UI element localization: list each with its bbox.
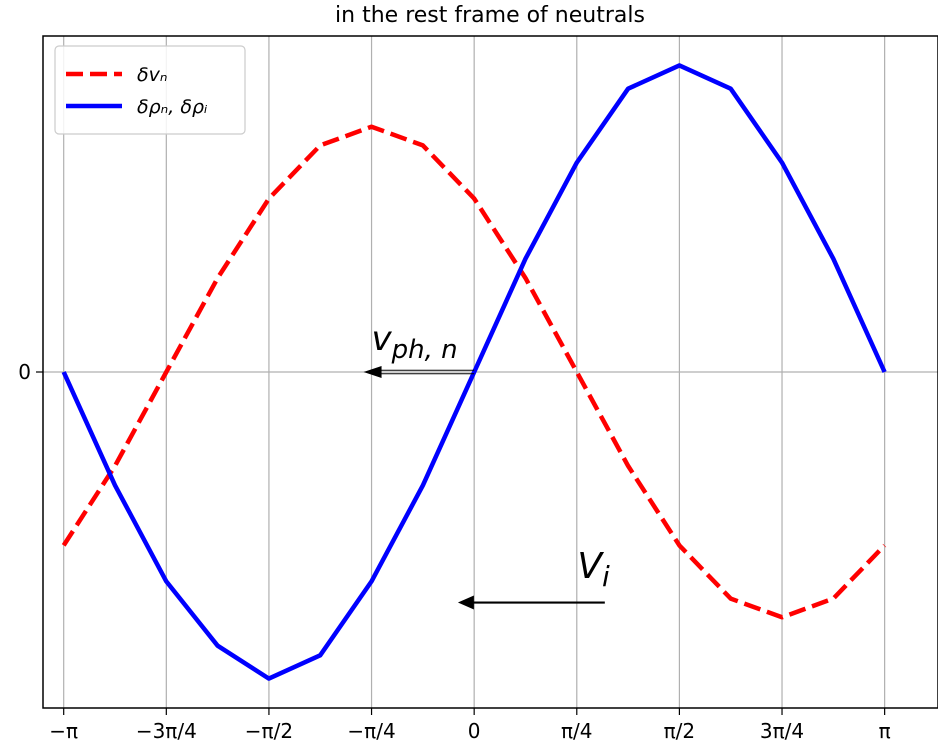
x-tick-label: 3π/4 [760, 719, 804, 743]
annotation-layer: vph, n Vi [363, 319, 610, 610]
x-tick-label: π/4 [561, 719, 593, 743]
legend: δvₙ δρₙ, δρᵢ [54, 45, 246, 135]
chart-title: in the rest frame of neutrals [335, 3, 645, 28]
tick-layer: −π −3π/4 −π/2 −π/4 0 π/4 π/2 3π/4 π 0 [18, 360, 890, 743]
legend-label-delta-v-n: δvₙ [137, 64, 167, 86]
legend-label-delta-rho: δρₙ, δρᵢ [137, 96, 207, 118]
arrow-head-v-i [457, 595, 474, 610]
x-tick-label: −π/4 [347, 719, 395, 743]
annotation-v-i: Vi [577, 546, 610, 593]
plot-area: vph, n Vi [42, 35, 938, 709]
arrow-head-v-ph-n [363, 366, 382, 378]
annotation-v-ph-n: vph, n [372, 319, 458, 365]
x-tick-label: −3π/4 [136, 719, 197, 743]
series-layer [61, 63, 887, 681]
x-tick-label: −π [49, 719, 78, 743]
x-tick-label: 0 [468, 719, 481, 743]
series-line-delta-rho [61, 63, 887, 681]
x-tick-label: π/2 [664, 719, 696, 743]
x-tick-label: −π/2 [245, 719, 293, 743]
y-tick-label: 0 [18, 360, 31, 384]
x-tick-label: π [879, 719, 891, 743]
series-line-delta-v-n [61, 124, 887, 620]
legend-box [54, 45, 246, 135]
